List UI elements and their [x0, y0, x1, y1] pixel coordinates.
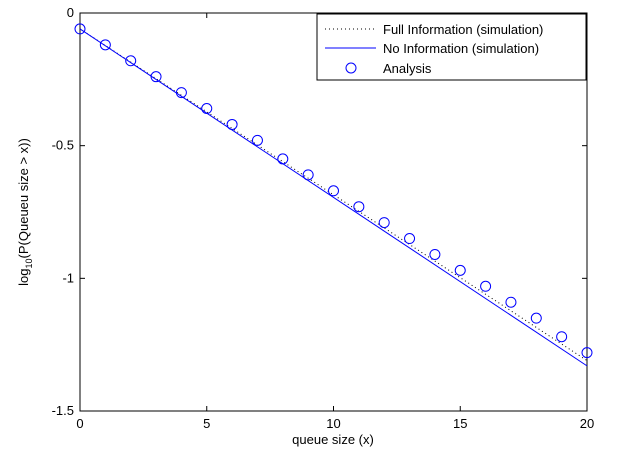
analysis-point — [480, 280, 492, 292]
analysis-point — [378, 217, 390, 229]
y-axis-label-suffix: (P(Queueu size > x)) — [16, 138, 31, 258]
analysis-point — [353, 201, 365, 213]
analysis-point — [429, 248, 441, 260]
y-tick-label: -1.5 — [52, 403, 74, 418]
x-tick-label: 10 — [326, 416, 340, 431]
legend: Full Information (simulation) No Informa… — [316, 13, 587, 81]
y-tick-label: -1 — [62, 270, 74, 285]
legend-label-full-information: Full Information (simulation) — [383, 22, 543, 37]
analysis-point — [277, 153, 289, 165]
y-axis-label-subscript: 10 — [24, 258, 34, 268]
analysis-point — [530, 312, 542, 324]
legend-swatch-analysis — [345, 62, 357, 74]
legend-label-no-information: No Information (simulation) — [383, 41, 539, 56]
analysis-point — [328, 185, 339, 197]
y-axis-label: log10(P(Queueu size > x)) — [16, 138, 34, 286]
analysis-point — [99, 39, 111, 51]
analysis-point — [251, 134, 263, 146]
analysis-point — [201, 103, 213, 115]
y-axis-label-prefix: log — [16, 268, 31, 285]
x-tick-label: 0 — [76, 416, 83, 431]
analysis-point — [125, 55, 137, 67]
legend-label-analysis: Analysis — [383, 61, 432, 76]
y-tick-label: -0.5 — [52, 138, 74, 153]
analysis-point — [175, 87, 187, 99]
analysis-point — [404, 233, 416, 245]
x-tick-label: 15 — [453, 416, 467, 431]
analysis-point — [302, 169, 314, 181]
full-information-line — [79, 28, 588, 362]
x-tick-label: 5 — [203, 416, 210, 431]
analysis-point — [581, 347, 593, 359]
x-tick-label: 20 — [580, 416, 594, 431]
analysis-point — [74, 23, 86, 35]
analysis-point — [150, 71, 162, 83]
x-axis-label: queue size (x) — [292, 432, 374, 447]
analysis-point — [505, 296, 517, 308]
analysis-point — [226, 118, 238, 130]
analysis-point — [556, 331, 568, 343]
no-information-line — [79, 28, 588, 367]
y-tick-label: 0 — [67, 5, 74, 20]
legend-box — [316, 13, 587, 81]
analysis-point — [454, 264, 466, 276]
